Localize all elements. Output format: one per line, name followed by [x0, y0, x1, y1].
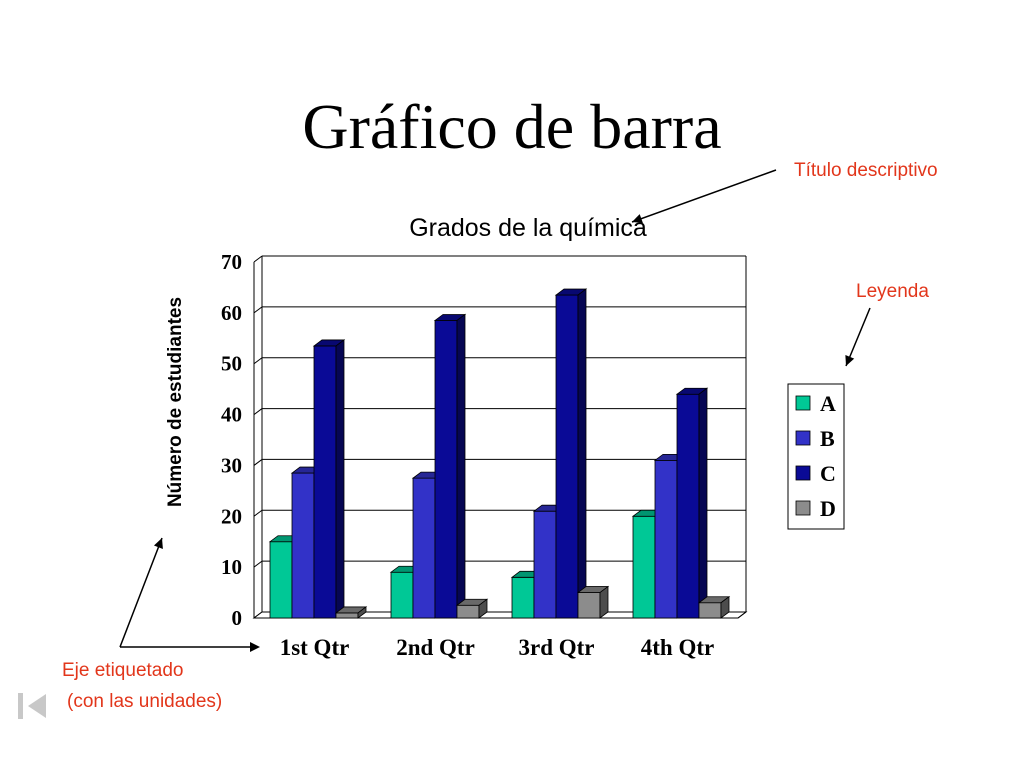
x-axis-depth [737, 611, 747, 619]
x-tick-label: 3rd Qtr [518, 635, 594, 660]
legend-label-A: A [820, 391, 836, 416]
arrow-to-legend [845, 307, 871, 367]
bar-side-C-3 [577, 288, 587, 619]
legend-swatch-A [795, 395, 811, 411]
gridline-depth [253, 255, 263, 263]
bar-side-C-2 [456, 313, 466, 619]
arrow-to-chart-title [631, 169, 777, 223]
annotation-axis-note-line1: Eje etiquetado [62, 660, 184, 681]
y-tick-label: 10 [221, 555, 242, 579]
bar-D-1 [335, 612, 359, 619]
arrow-to-legend-head [845, 355, 855, 366]
bar-side-D-2 [478, 598, 488, 619]
bar-B-2 [412, 477, 436, 619]
bar-C-3 [555, 294, 579, 619]
annotation-arrows [119, 169, 871, 652]
y-tick-label: 20 [221, 504, 242, 528]
bar-C-1 [313, 345, 337, 619]
y-tick-label: 60 [221, 301, 242, 325]
bar-side-C-1 [335, 339, 345, 619]
arrow-to-y-axis-head [153, 538, 163, 549]
slide-title: Gráfico de barra [302, 91, 722, 162]
bar-A-1 [269, 541, 293, 619]
y-tick-label: 70 [221, 250, 242, 274]
bar-side-D-3 [599, 585, 609, 619]
first-slide-button[interactable] [16, 690, 56, 722]
first-slide-icon [18, 693, 46, 719]
x-tick-label: 1st Qtr [280, 635, 350, 660]
bar-D-4 [698, 602, 722, 619]
legend-swatch-C [795, 465, 811, 481]
y-tick-label: 30 [221, 453, 242, 477]
y-tick-label: 0 [232, 606, 243, 630]
gridline-depth [253, 560, 263, 568]
chart-title: Grados de la química [409, 214, 647, 242]
x-tick-label: 4th Qtr [641, 635, 714, 660]
chart-labels: 0 10 20 30 40 50 60 70 1st Qtr 2nd Qtr 3rd Qtr 4th … [165, 214, 714, 660]
legend-label-B: B [820, 426, 835, 451]
legend-label-D: D [820, 496, 836, 521]
bar-B-4 [654, 459, 678, 619]
gridline-depth [253, 306, 263, 314]
arrow-to-x-axis-head [250, 642, 260, 652]
bar-D-2 [456, 604, 480, 619]
legend-swatch-B [795, 430, 811, 446]
y-axis-label: Número de estudiantes [165, 297, 186, 507]
bar-B-1 [291, 472, 315, 619]
gridline-depth [253, 459, 263, 466]
x-tick-label: 2nd Qtr [396, 635, 475, 660]
legend-swatch-D [795, 500, 811, 516]
bar-A-3 [511, 576, 535, 619]
gridline-depth [253, 357, 263, 365]
annotation-axis-note-line2: (con las unidades) [67, 691, 223, 712]
bar-C-2 [434, 320, 458, 619]
bar-side-D-4 [720, 595, 730, 619]
annotation-title-note: Título descriptivo [794, 160, 938, 181]
bar-D-3 [577, 592, 601, 619]
bar-C-4 [676, 393, 700, 619]
arrow-to-chart-title-head [632, 214, 643, 224]
bar-A-4 [632, 515, 656, 619]
bar-side-D-1 [357, 606, 367, 619]
bar-B-3 [533, 510, 557, 619]
chart-bars [268, 288, 731, 619]
y-tick-label: 40 [221, 403, 242, 427]
bar-A-2 [390, 571, 414, 619]
annotation-legend-note: Leyenda [856, 281, 929, 302]
gridline-depth [253, 408, 263, 415]
legend-label-C: C [820, 461, 836, 486]
arrow-to-y-axis [119, 537, 163, 648]
gridline-depth [253, 509, 263, 517]
bar-side-C-4 [698, 387, 708, 619]
y-tick-label: 50 [221, 352, 242, 376]
